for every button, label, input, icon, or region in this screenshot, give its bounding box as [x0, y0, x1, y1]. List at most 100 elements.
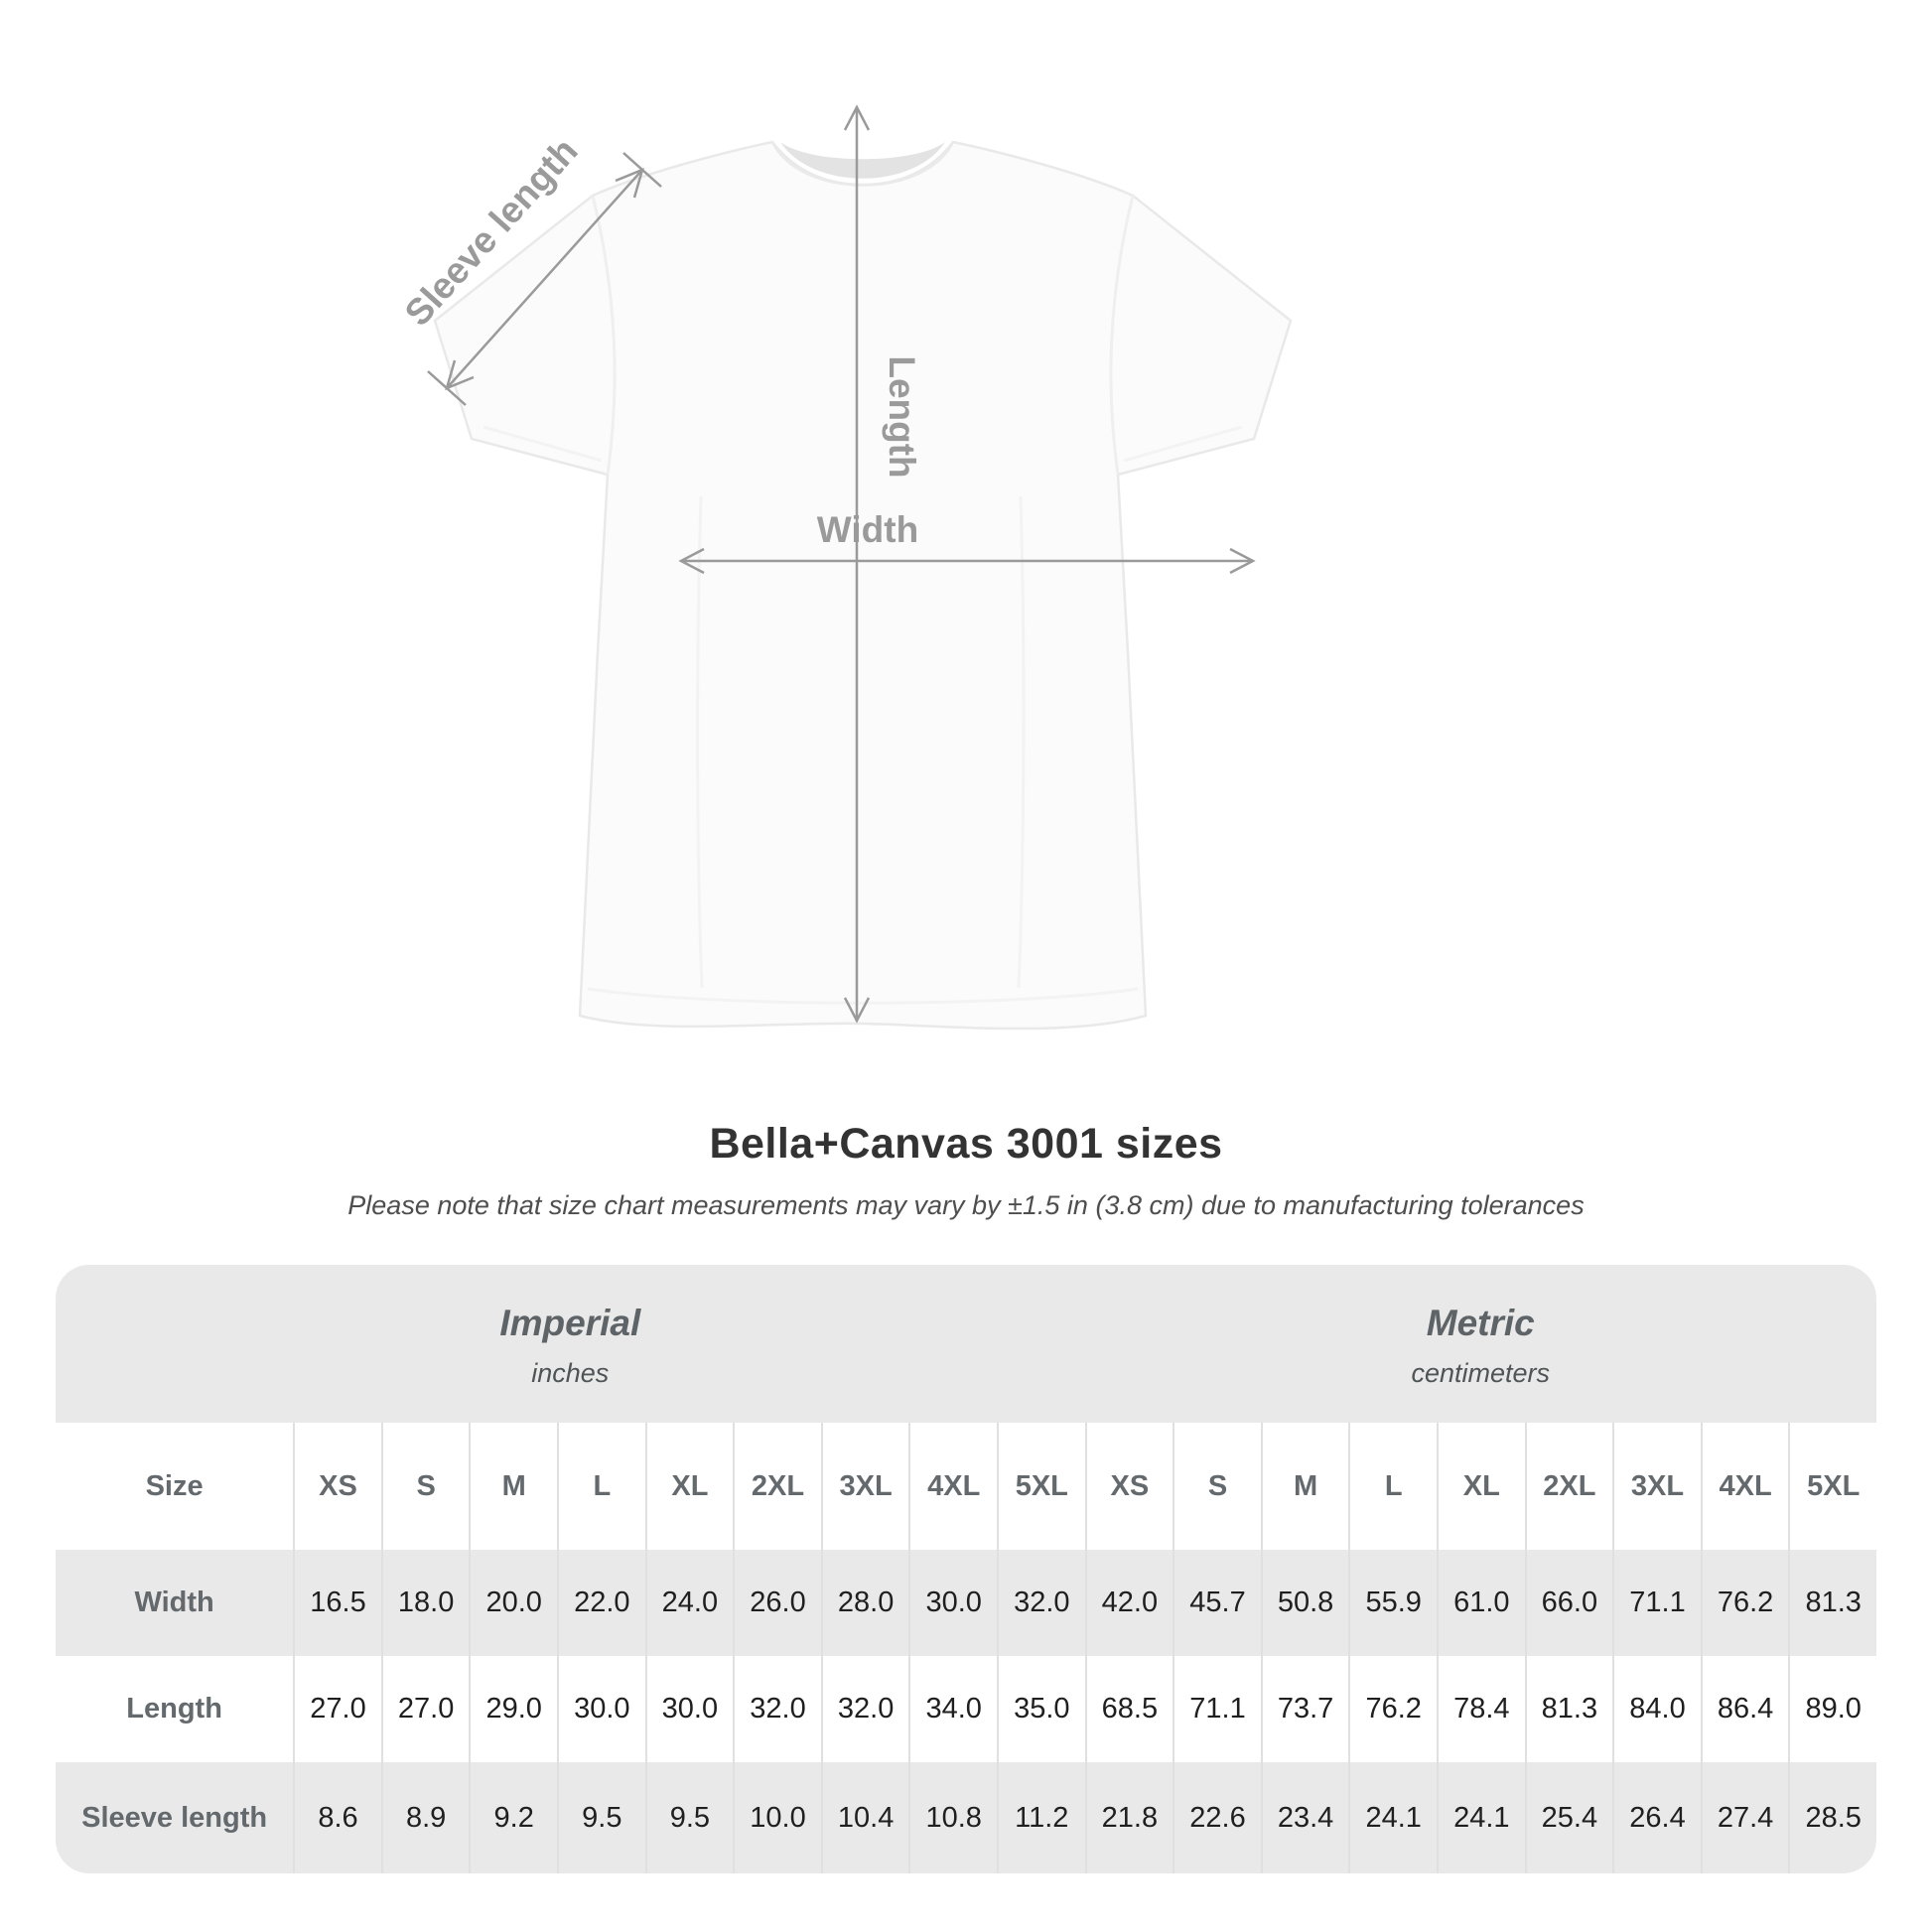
tshirt-measurement-diagram: Length Width Sleeve length: [397, 104, 1293, 1031]
value-cell: 22.6: [1173, 1762, 1261, 1873]
metric-unit: centimeters: [1411, 1358, 1551, 1388]
size-header-cell-text: 5XL: [1015, 1469, 1068, 1502]
size-header-cell-text: 2XL: [1543, 1469, 1596, 1502]
size-col-header: Size: [56, 1423, 293, 1550]
value-cell-text: 66.0: [1541, 1587, 1598, 1618]
value-cell-text: 24.1: [1453, 1801, 1510, 1834]
size-header-cell-text: 4XL: [1719, 1469, 1772, 1502]
size-header-cell: M: [469, 1423, 557, 1550]
table-row-width: Width 16.5 18.0 20.0 22.0 24.0 26.0 28.0 30.0 32.…: [56, 1550, 1876, 1656]
sleeve-length-dimension-arrow: [427, 152, 662, 406]
row-label: Length: [56, 1656, 293, 1762]
value-cell-text: 25.4: [1541, 1801, 1598, 1834]
value-cell-text: 73.7: [1277, 1693, 1334, 1725]
value-cell-text: 26.0: [750, 1587, 806, 1618]
value-cell: 32.0: [820, 1656, 909, 1762]
width-label: Width: [817, 509, 918, 550]
imperial-unit: inches: [531, 1358, 610, 1388]
collar-band: [770, 141, 955, 187]
size-header-cell-text: 4XL: [927, 1469, 981, 1502]
row-label-text: Length: [126, 1693, 222, 1725]
value-cell-text: 42.0: [1101, 1587, 1159, 1618]
value-cell-text: 24.0: [661, 1587, 719, 1618]
metric-title: Metric: [1426, 1303, 1535, 1343]
value-cell-text: 8.9: [405, 1801, 447, 1834]
value-cell: 26.4: [1612, 1762, 1701, 1873]
right-sleeve-seam: [1109, 195, 1135, 476]
size-col-header-text: Size: [145, 1469, 204, 1502]
value-cell: 9.5: [557, 1762, 645, 1873]
value-cell-text: 10.8: [925, 1801, 982, 1834]
value-cell: 10.0: [733, 1762, 821, 1873]
tshirt-illustration: Length Width Sleeve length: [397, 104, 1293, 1031]
value-cell: 9.5: [644, 1762, 734, 1873]
size-header-cell-text: M: [1294, 1469, 1318, 1502]
tshirt-silhouette: [433, 140, 1293, 1031]
value-cell: 68.5: [1084, 1656, 1173, 1762]
value-cell-text: 28.0: [837, 1587, 895, 1618]
value-cell-text: 84.0: [1629, 1693, 1686, 1725]
value-cell-text: 81.3: [1541, 1693, 1598, 1725]
value-cell-text: 24.1: [1365, 1801, 1422, 1834]
value-cell-text: 32.0: [750, 1693, 806, 1725]
size-header-cell-text: XL: [671, 1469, 709, 1502]
value-cell: 61.0: [1437, 1550, 1525, 1656]
length-dimension-arrow: [843, 104, 871, 1024]
size-header-cell-text: 3XL: [839, 1469, 893, 1502]
value-cell: 76.2: [1700, 1550, 1789, 1656]
size-header-cell: 2XL: [1524, 1423, 1613, 1550]
size-header-cell: XS: [293, 1423, 381, 1550]
value-cell: 16.5: [293, 1550, 381, 1656]
value-cell-text: 78.4: [1453, 1693, 1510, 1725]
value-cell: 27.4: [1700, 1762, 1789, 1873]
value-cell-text: 11.2: [1015, 1801, 1069, 1834]
value-cell: 8.9: [380, 1762, 470, 1873]
value-cell: 20.0: [469, 1550, 557, 1656]
value-cell-text: 27.0: [397, 1693, 455, 1725]
value-cell: 71.1: [1173, 1656, 1261, 1762]
right-sleeve-hem: [1123, 425, 1243, 463]
value-cell: 66.0: [1524, 1550, 1613, 1656]
unit-group-metric: Metric centimeters: [1085, 1265, 1876, 1423]
size-header-cell: 5XL: [1788, 1423, 1876, 1550]
value-cell-text: 86.4: [1717, 1693, 1774, 1725]
value-cell-text: 9.5: [669, 1801, 711, 1834]
value-cell: 27.0: [380, 1656, 470, 1762]
size-header-cell-text: XS: [319, 1469, 357, 1502]
size-header-cell-text: 5XL: [1807, 1469, 1861, 1502]
unit-group-imperial: Imperial inches: [56, 1265, 1085, 1423]
value-cell-text: 10.0: [750, 1801, 806, 1834]
left-sleeve-hem: [483, 425, 603, 463]
value-cell-text: 71.1: [1189, 1693, 1246, 1725]
value-cell-text: 18.0: [397, 1587, 455, 1618]
fold-line-right: [1017, 495, 1026, 989]
value-cell-text: 20.0: [485, 1587, 542, 1618]
size-header-cell-text: XS: [1110, 1469, 1150, 1502]
value-cell-text: 32.0: [1014, 1587, 1070, 1618]
size-header-cell: XS: [1084, 1423, 1173, 1550]
value-cell-text: 71.1: [1629, 1587, 1686, 1618]
value-cell-text: 76.2: [1365, 1693, 1422, 1725]
row-label: Sleeve length: [56, 1762, 293, 1873]
value-cell: 84.0: [1612, 1656, 1701, 1762]
value-cell: 25.4: [1524, 1762, 1613, 1873]
size-header-cell-text: S: [416, 1469, 436, 1502]
value-cell: 76.2: [1348, 1656, 1437, 1762]
value-cell: 55.9: [1348, 1550, 1437, 1656]
value-cell: 11.2: [997, 1762, 1085, 1873]
value-cell-text: 26.4: [1629, 1801, 1686, 1834]
value-cell-text: 10.4: [837, 1801, 895, 1834]
value-cell: 45.7: [1173, 1550, 1261, 1656]
size-header-cell: XL: [644, 1423, 734, 1550]
value-cell: 30.0: [908, 1550, 997, 1656]
title-block: Bella+Canvas 3001 sizes Please note that…: [0, 1120, 1932, 1221]
value-cell-text: 34.0: [925, 1693, 982, 1725]
value-cell-text: 27.0: [310, 1693, 366, 1725]
value-cell: 26.0: [733, 1550, 821, 1656]
size-header-row: Size XS S M L XL 2XL 3XL 4XL 5XL XS S M L XL 2XL 3XL 4XL 5…: [56, 1423, 1876, 1550]
size-header-cell: L: [557, 1423, 645, 1550]
table-row-length: Length 27.0 27.0 29.0 30.0 30.0 32.0 32.0 34.0 35…: [56, 1656, 1876, 1762]
value-cell: 50.8: [1260, 1550, 1349, 1656]
value-cell: 81.3: [1788, 1550, 1876, 1656]
size-header-cell-text: M: [501, 1469, 526, 1502]
